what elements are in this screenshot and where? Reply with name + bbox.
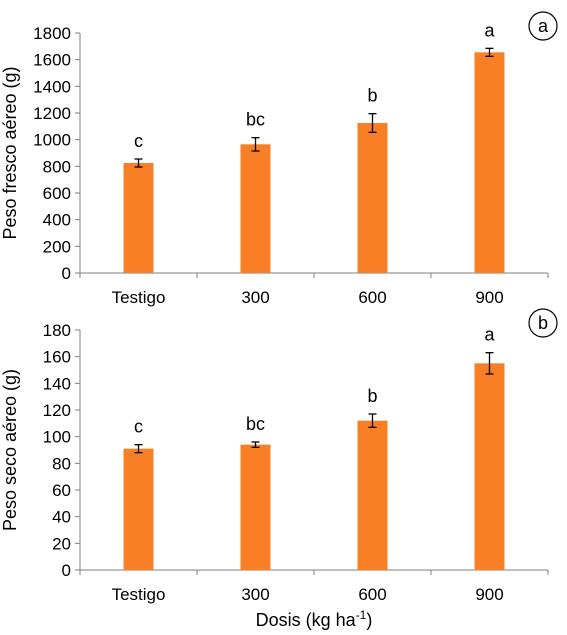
panel-label: a (538, 16, 549, 36)
y-tick-label: 180 (43, 321, 71, 340)
chart-panel-a: 0 200 400 600 800 1000 1200 1400 1600 1800 c Testig… (0, 11, 558, 307)
chart-panel-b: 0 20 40 60 80 100 120 140 160 180 c Testigo bc 300 b 60… (0, 308, 558, 630)
significance-letter: c (134, 417, 143, 437)
significance-letter: a (484, 20, 495, 40)
bar-600 (357, 123, 388, 273)
significance-letter: b (367, 386, 377, 406)
x-tick-label: 600 (358, 288, 386, 307)
y-tick-label: 160 (43, 348, 71, 367)
panel-label-circle (528, 11, 558, 41)
bar-300 (240, 144, 271, 273)
y-axis-label: Peso fresco aéreo (g) (0, 66, 20, 239)
x-tick-label: 300 (241, 288, 269, 307)
y-tick-label: 120 (43, 401, 71, 420)
y-tick-label: 140 (43, 374, 71, 393)
bar-300 (240, 444, 271, 570)
panel-label: b (538, 313, 548, 333)
y-tick-label: 40 (52, 508, 71, 527)
x-tick-label: 300 (241, 585, 269, 604)
x-tick-label: Testigo (112, 288, 166, 307)
y-tick-label: 1200 (33, 104, 71, 123)
y-tick-label: 20 (52, 534, 71, 553)
y-tick-label: 80 (52, 454, 71, 473)
y-tick-label: 0 (62, 264, 71, 283)
significance-letter: a (484, 325, 495, 345)
y-tick-label: 60 (52, 481, 71, 500)
bar-600 (357, 420, 388, 570)
bar-900 (474, 52, 505, 274)
significance-letter: b (367, 86, 377, 106)
y-tick-label: 0 (62, 561, 71, 580)
significance-letter: c (134, 131, 143, 151)
significance-letter: bc (246, 110, 265, 130)
y-tick-label: 200 (43, 237, 71, 256)
y-tick-label: 100 (43, 428, 71, 447)
y-tick-label: 600 (43, 184, 71, 203)
x-axis-label: Dosis (kg ha-1) (256, 608, 373, 630)
x-tick-label: 900 (475, 288, 503, 307)
bar-900 (474, 363, 505, 570)
y-tick-label: 800 (43, 157, 71, 176)
y-tick-label: 1000 (33, 131, 71, 150)
y-axis-label: Peso seco aéreo (g) (0, 369, 20, 531)
bar-Testigo (123, 163, 154, 273)
x-tick-label: Testigo (112, 585, 166, 604)
significance-letter: bc (246, 414, 265, 434)
y-tick-label: 400 (43, 211, 71, 230)
panel-label-circle (528, 308, 558, 338)
y-tick-label: 1400 (33, 77, 71, 96)
y-tick-label: 1600 (33, 51, 71, 70)
bar-Testigo (123, 448, 154, 570)
x-tick-label: 600 (358, 585, 386, 604)
x-tick-label: 900 (475, 585, 503, 604)
y-tick-label: 1800 (33, 24, 71, 43)
